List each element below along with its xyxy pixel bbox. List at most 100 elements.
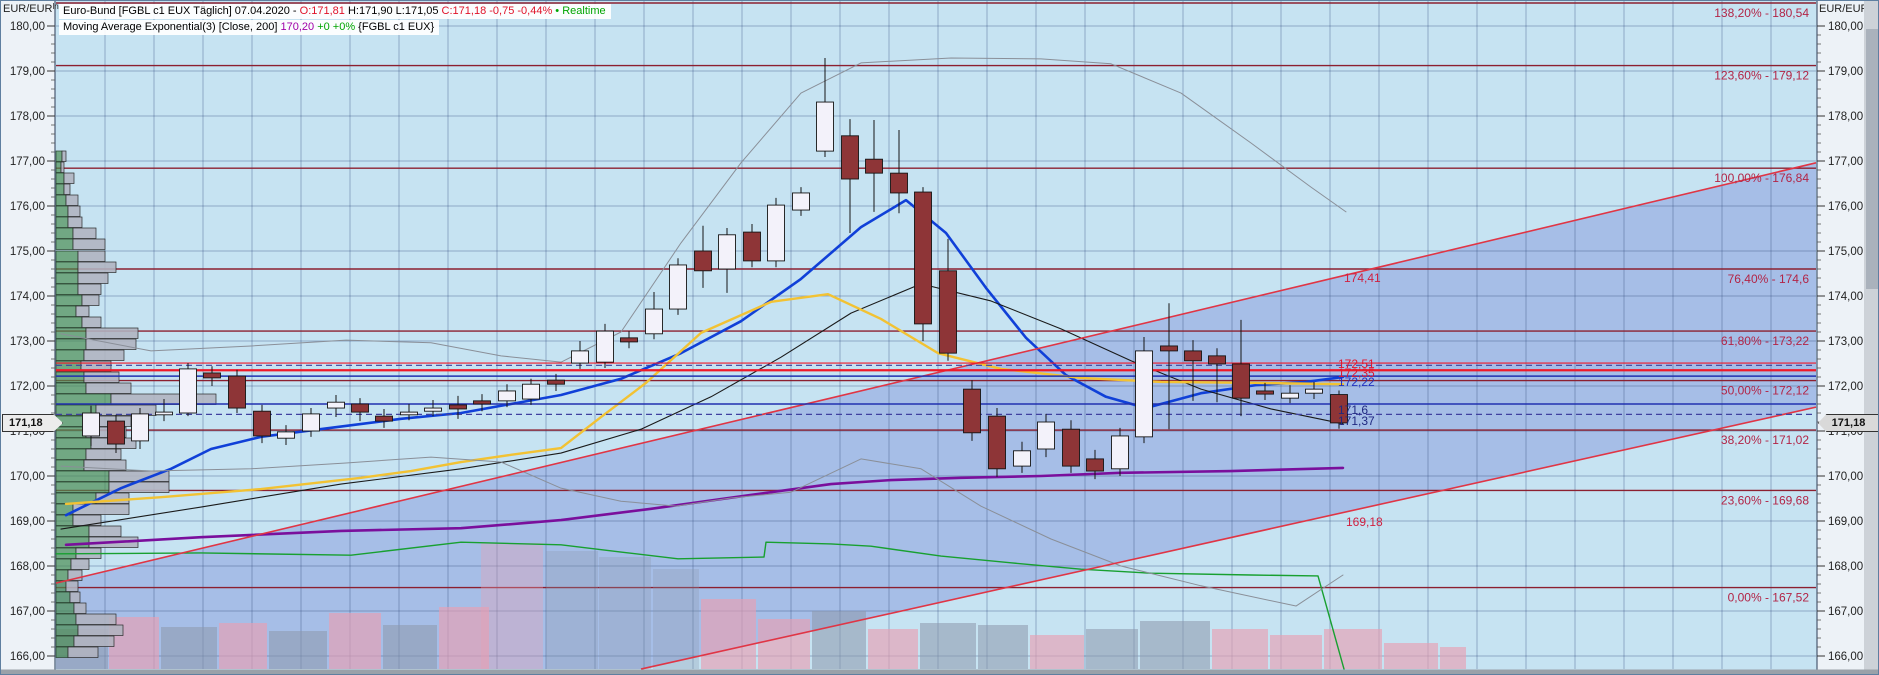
volume-profile-buy xyxy=(55,646,69,658)
candle-body xyxy=(890,172,908,194)
fib-level-label: 23,60% - 169,68 xyxy=(1721,493,1809,507)
ema200-purple-line xyxy=(64,466,1345,547)
volume-bar xyxy=(1270,635,1322,669)
indicator-name: Moving Average Exponential(3) [Close, 20… xyxy=(63,21,281,33)
bottom-window-strip xyxy=(1,669,1878,674)
left-axis-label: 180,00 xyxy=(10,21,45,33)
candle-body xyxy=(694,250,712,272)
left-axis-label: 174,00 xyxy=(10,291,45,303)
right-axis-label: 175,00 xyxy=(1828,246,1863,258)
legend-close-change: C:171,18 -0,75 -0,44% xyxy=(441,5,556,17)
volume-profile-buy xyxy=(55,602,75,614)
volume-bar xyxy=(1140,621,1210,669)
volume-profile-buy xyxy=(55,227,74,239)
volume-profile-total xyxy=(81,294,100,306)
volume-profile-total xyxy=(77,283,102,295)
volume-profile-total xyxy=(77,272,109,284)
indicator-change: +0 +0% xyxy=(317,21,359,33)
right-axis-label: 177,00 xyxy=(1828,156,1863,168)
fib-level-label: 76,40% - 174,6 xyxy=(1728,272,1810,286)
volume-profile-buy xyxy=(55,591,71,603)
candle-body xyxy=(1062,428,1080,467)
candle-body xyxy=(473,400,491,405)
candle-body xyxy=(82,412,100,437)
indicator-symbol: {FGBL c1 EUX} xyxy=(358,21,435,33)
left-axis-label: 168,00 xyxy=(10,561,45,573)
left-axis-label: 167,00 xyxy=(10,606,45,618)
volume-profile-buy xyxy=(55,172,65,184)
candle-body xyxy=(1037,421,1055,450)
left-axis-label: 170,00 xyxy=(10,471,45,483)
price-label: 172,35 xyxy=(1338,366,1375,380)
left-axis-label: 166,00 xyxy=(10,651,45,663)
channel-lower-line xyxy=(640,406,1817,670)
volume-bar xyxy=(1324,629,1382,669)
volume-profile-total xyxy=(83,371,120,383)
candle-body xyxy=(1232,363,1250,399)
fib-level-label: 38,20% - 171,02 xyxy=(1721,433,1809,447)
candle-body xyxy=(1184,350,1202,362)
indicator-value: 170,20 xyxy=(280,21,318,33)
candle-body xyxy=(327,401,345,409)
candle-body xyxy=(1086,458,1104,472)
volume-profile-total xyxy=(77,261,117,273)
candle-body xyxy=(203,372,221,379)
last-price-tag-right: 171,18 xyxy=(1818,414,1878,432)
volume-bar xyxy=(439,607,489,669)
axis-title: EUR/EURln xyxy=(3,2,59,15)
scrollbar-thumb[interactable] xyxy=(1866,29,1878,289)
instrument-legend[interactable]: Euro-Bund [FGBL c1 EUX Täglich] 07.04.20… xyxy=(59,4,611,19)
volume-profile-total xyxy=(83,349,125,361)
volume-profile-buy xyxy=(55,481,110,493)
volume-profile-buy xyxy=(55,459,85,471)
left-axis-label: 178,00 xyxy=(10,111,45,123)
indicator-legend[interactable]: Moving Average Exponential(3) [Close, 20… xyxy=(59,20,440,35)
candle-body xyxy=(107,420,125,445)
candle-body xyxy=(1111,435,1129,470)
volume-profile-total xyxy=(63,183,71,195)
volume-profile-buy xyxy=(55,150,63,162)
right-axis-area[interactable] xyxy=(1817,1,1864,675)
last-price-value: 171,18 xyxy=(1831,417,1866,429)
volume-bar xyxy=(978,625,1028,669)
volume-profile-total xyxy=(77,250,106,262)
volume-profile-total xyxy=(67,216,83,228)
volume-profile-buy xyxy=(55,393,112,405)
volume-profile-total xyxy=(72,238,106,250)
left-axis-label: 179,00 xyxy=(10,66,45,78)
legend-title: Euro-Bund [FGBL c1 EUX Täglich] 07.04.20… xyxy=(63,5,300,17)
volume-profile-buy xyxy=(55,382,87,394)
candle-body xyxy=(1013,450,1031,467)
candle-body xyxy=(596,330,614,363)
candle-body xyxy=(228,375,246,409)
left-axis-label: 175,00 xyxy=(10,246,45,258)
volume-profile-total xyxy=(63,172,75,184)
candle-body xyxy=(1208,355,1226,365)
volume-profile-buy xyxy=(55,283,79,295)
volume-profile-buy xyxy=(55,470,110,482)
right-axis-label: 166,00 xyxy=(1828,651,1863,663)
volume-profile-buy xyxy=(55,349,85,361)
volume-profile-total xyxy=(95,404,157,416)
fib-level-label: 61,80% - 173,22 xyxy=(1721,334,1809,348)
right-axis-label: 168,00 xyxy=(1828,561,1863,573)
candle-body xyxy=(792,192,810,211)
left-axis-label: 173,00 xyxy=(10,336,45,348)
sma-black-line xyxy=(60,283,1344,530)
candle-body xyxy=(816,101,834,152)
volume-bar xyxy=(219,623,267,669)
candle-body xyxy=(718,234,736,270)
volume-bar xyxy=(599,557,651,669)
volume-profile-total xyxy=(85,448,122,460)
volume-profile-total xyxy=(75,305,90,317)
candle-body xyxy=(620,337,638,343)
volume-profile-buy xyxy=(55,316,83,328)
volume-profile-total xyxy=(65,194,79,206)
candle-body xyxy=(767,204,785,262)
volume-profile-total xyxy=(81,316,102,328)
volume-profile-buy xyxy=(55,250,79,262)
left-axis-area[interactable] xyxy=(1,1,55,675)
boll-upper-line xyxy=(60,57,1347,363)
candle-body xyxy=(1160,345,1178,352)
